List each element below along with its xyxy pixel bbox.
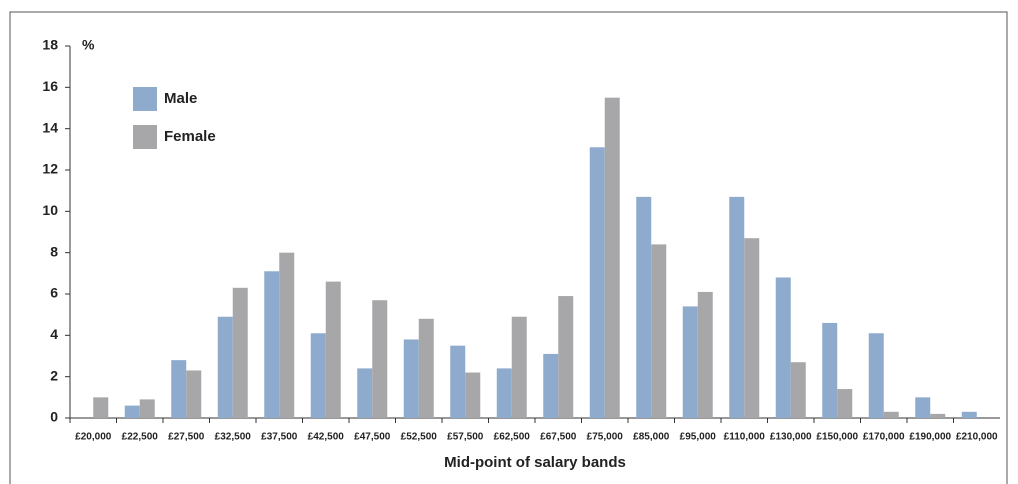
bar [232, 287, 248, 418]
legend-swatch [133, 125, 157, 149]
bar [465, 372, 481, 418]
y-tick-label: 12 [42, 161, 58, 177]
x-tick-label: £85,000 [633, 432, 670, 443]
x-tick-label: £210,000 [956, 432, 998, 443]
bar [651, 244, 667, 418]
bar [775, 277, 791, 418]
x-tick-label: £32,500 [215, 432, 252, 443]
x-tick-label: £37,500 [261, 432, 298, 443]
x-tick-label: £57,500 [447, 432, 484, 443]
x-tick-label: £62,500 [494, 432, 531, 443]
bar [171, 360, 187, 418]
bar [790, 362, 806, 418]
bar [682, 306, 698, 418]
y-tick-label: 0 [50, 409, 58, 425]
x-tick-label: £20,000 [75, 432, 112, 443]
x-tick-label: £27,500 [168, 432, 205, 443]
bar [139, 399, 155, 418]
bar [961, 411, 977, 418]
y-tick-label: 18 [42, 37, 58, 53]
y-tick-label: 6 [50, 285, 58, 301]
bar [744, 238, 760, 418]
bar [124, 405, 140, 418]
x-tick-label: £67,500 [540, 432, 577, 443]
y-tick-label: 4 [50, 326, 58, 342]
x-tick-label: £47,500 [354, 432, 391, 443]
x-tick-label: £22,500 [122, 432, 159, 443]
bar [558, 296, 574, 418]
bar [915, 397, 931, 418]
bar [357, 368, 373, 418]
bar [697, 291, 713, 418]
bar [372, 300, 388, 418]
bar [186, 370, 202, 418]
bar [883, 411, 899, 418]
y-tick-label: 2 [50, 367, 58, 383]
bar [868, 333, 884, 418]
legend-label: Female [164, 128, 216, 145]
x-axis-label: Mid-point of salary bands [444, 454, 626, 471]
x-tick-label: £190,000 [909, 432, 951, 443]
x-tick-label: £95,000 [680, 432, 717, 443]
bar [450, 345, 466, 418]
legend-label: Male [164, 90, 197, 107]
y-tick-label: 16 [42, 78, 58, 94]
x-tick-label: £150,000 [816, 432, 858, 443]
y-tick-label: 8 [50, 243, 58, 259]
bar [589, 147, 605, 418]
bar [543, 353, 559, 418]
bar [264, 271, 280, 418]
bar [418, 318, 434, 418]
x-tick-label: £75,000 [587, 432, 624, 443]
x-tick-label: £110,000 [724, 432, 766, 443]
frame [9, 11, 1008, 484]
bar [217, 316, 233, 418]
bar [325, 281, 341, 418]
x-tick-label: £52,500 [401, 432, 438, 443]
bar [930, 413, 946, 418]
bar [93, 397, 109, 418]
bar [729, 196, 745, 418]
y-tick-label: 14 [42, 119, 58, 135]
bar [310, 333, 326, 418]
y-tick-label: 10 [42, 202, 58, 218]
y-axis-label: % [82, 37, 95, 53]
bar [496, 368, 512, 418]
x-tick-label: £42,500 [308, 432, 345, 443]
bar [403, 339, 419, 418]
bar [636, 196, 652, 418]
bar [822, 322, 838, 418]
bar [837, 389, 853, 418]
x-tick-label: £130,000 [770, 432, 812, 443]
x-tick-label: £170,000 [863, 432, 905, 443]
bar [604, 97, 620, 419]
legend-swatch [133, 87, 157, 111]
bar [511, 316, 527, 418]
bar [279, 252, 295, 418]
